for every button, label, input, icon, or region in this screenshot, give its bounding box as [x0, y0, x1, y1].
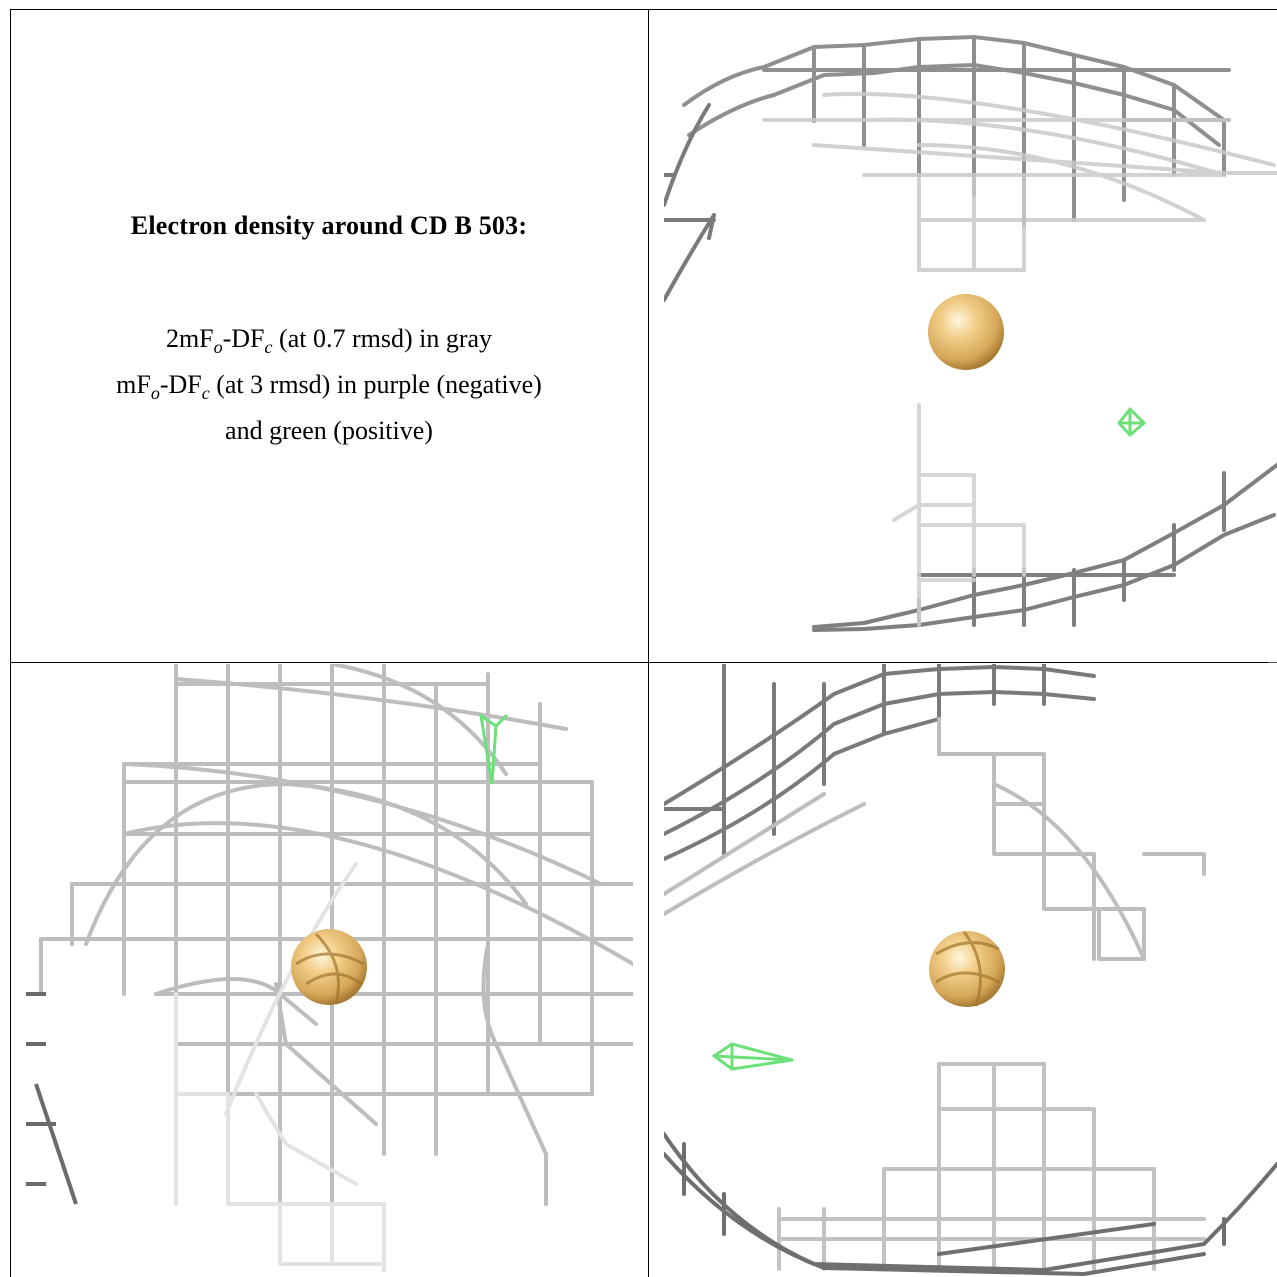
mesh-view-bottom-right [664, 664, 1277, 1276]
border-horizontal-divider [10, 662, 1277, 663]
border-top [10, 9, 1277, 10]
density-view-bottom-left [26, 664, 633, 1272]
density-view-bottom-right [664, 664, 1277, 1277]
caption-line-2mfo: 2mFo-DFc (at 0.7 rmsd) in gray [165, 324, 493, 358]
cd-atom-sphere [929, 931, 1005, 1007]
caption-line-green: and green (positive) [225, 416, 433, 446]
cd-atom-sphere [928, 294, 1004, 370]
mesh-view-bottom-left [26, 664, 633, 1272]
border-left [10, 9, 11, 1277]
border-vertical-divider [648, 9, 649, 1277]
cd-atom-sphere [291, 929, 367, 1005]
caption-cell: Electron density around CD B 503: 2mFo-D… [10, 10, 648, 662]
caption-body: 2mFo-DFc (at 0.7 rmsd) in gray mFo-DFc (… [10, 320, 648, 450]
density-view-top-right [664, 25, 1277, 640]
mesh-view-top-right [664, 35, 1277, 632]
corner-mark-right [1268, 662, 1277, 663]
caption-title: Electron density around CD B 503: [130, 211, 528, 240]
caption-line-mfo: mFo-DFc (at 3 rmsd) in purple (negative) [116, 370, 542, 404]
